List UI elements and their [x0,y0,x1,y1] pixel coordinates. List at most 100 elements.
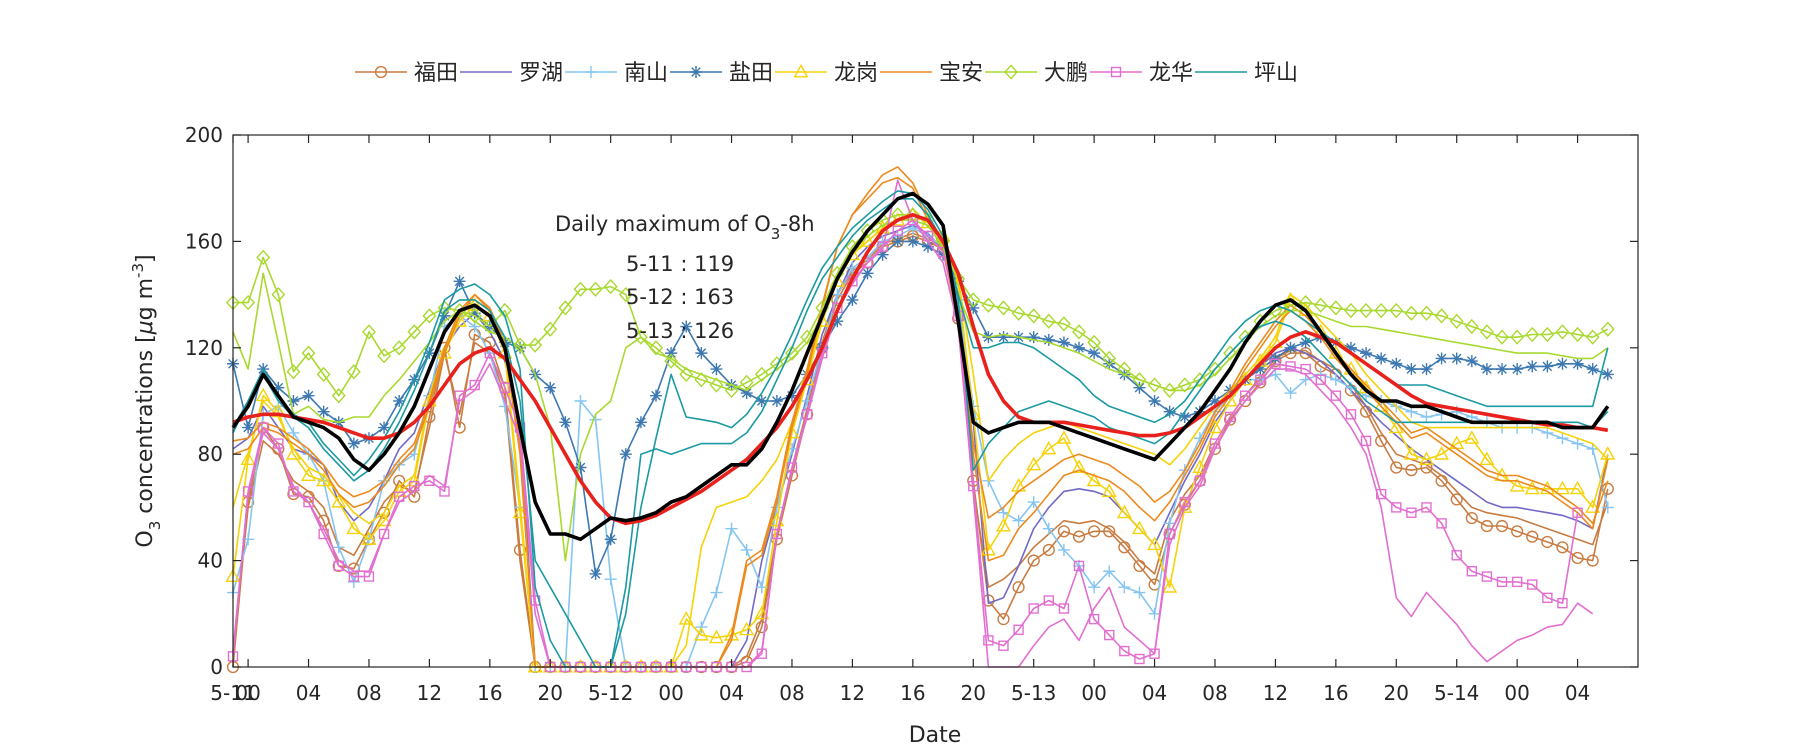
y-tick-label: 80 [198,442,223,466]
series-3-point [1284,387,1297,400]
x-tick-label: 12 [840,681,865,705]
series-8-point [1300,363,1311,375]
x-tick-label: 16 [1323,681,1348,705]
x-tick-label: 5-12 [588,681,633,705]
series-5-point [678,611,694,625]
series-8-point [1436,518,1447,529]
series-8-point [1375,488,1387,500]
series-8-point [1527,579,1538,590]
series-7-point [392,340,407,356]
series-4-point [1133,381,1146,394]
series-8-point [1179,496,1190,508]
series-4-point [1344,341,1357,354]
y-tick-label: 120 [185,336,223,360]
series-3-point [740,543,753,556]
series-4-point [1405,363,1418,376]
legend-label: 龙华 [1149,61,1193,86]
y-tick-label: 200 [185,123,223,147]
legend: 福田 罗湖 南山 盐田 龙岗 宝安 大鹏 龙华 坪山 [355,61,1298,86]
x-tick-label: 08 [779,681,804,705]
series-8-point [333,560,344,572]
series-8-point [877,241,888,252]
series-7-point [1585,329,1600,345]
series-8-point [968,480,979,492]
series-7-point [1087,334,1102,351]
series-7-point [1510,329,1525,345]
series-7-point [603,278,618,295]
annotation-line-5-12: 5-12 : 163 [626,285,734,309]
series-4-point [710,363,723,376]
series-7-point [422,308,437,324]
series-8-point [378,528,390,540]
series-1-point [997,613,1010,626]
series-8-point [1088,613,1100,625]
series-5-point [1403,446,1419,460]
series-8-point [1315,374,1326,385]
series-4-point [1254,363,1267,376]
series-7-point [754,366,769,383]
series-7-point [513,337,527,353]
series-1-point [377,506,391,519]
series-4-point [1571,357,1584,370]
series-7-point [437,300,452,316]
series-9-secondary-line [232,198,1609,668]
series-7-point [316,366,331,383]
series-8-point [1028,603,1039,614]
series-5-point [255,387,271,402]
series-7-point [1102,350,1117,367]
x-tick-label: 20 [1384,681,1409,705]
series-4-point [1556,357,1569,370]
series-5-point [1464,430,1480,444]
x-axis-label: Date [909,723,962,748]
series-3-point [604,573,617,586]
series-7-point [1419,305,1434,321]
series-7-point [256,249,271,266]
series-7-point [785,345,799,361]
series-8-point [363,571,375,582]
series-8-point [998,640,1009,651]
y-axis-ticks: 0 40 80 120 160 200 [185,123,1638,679]
series-8-point [771,528,783,540]
series-8-point [1406,507,1417,518]
series-4-point [393,395,406,407]
series-7-point [966,292,981,308]
series-4-point [302,389,315,402]
series-7-point [1162,382,1177,399]
series-8-point [1421,502,1432,513]
series-11-line [231,191,1610,542]
x-tick-label: 08 [1202,681,1227,705]
series-4-point [1480,363,1493,376]
series-4-point [1042,333,1055,346]
x-tick-label: 00 [1081,681,1106,705]
series-8-point [439,486,450,497]
series-1-point [1390,461,1403,474]
series-7-point [1011,305,1026,321]
series-7-point [1449,313,1464,329]
series-3-point [1027,496,1040,509]
legend-item: 大鹏 [985,61,1088,86]
series-4-point [1057,336,1070,349]
series-8-point [1285,361,1296,372]
series-3-point [997,506,1010,519]
legend-item: 宝安 [880,61,983,86]
series-7-point [1026,308,1041,324]
series-4-point [861,267,874,280]
series-1-point [1556,541,1569,554]
series-1-point [1088,525,1101,538]
series-4-point [347,437,360,450]
series-7-point [724,382,739,399]
series-7-point [1479,324,1494,340]
series-4-point [650,389,663,402]
series-1-point [1571,551,1584,565]
series-8-point [1104,629,1115,641]
series-4-point [665,347,678,360]
series-4-point [1027,331,1040,344]
series-5-point [1585,499,1601,513]
series-8-point [393,491,405,502]
series-4-point [1465,355,1478,368]
series-8-point [273,438,284,449]
series-1-point [1526,530,1539,543]
legend-label: 宝安 [939,61,983,86]
series-7-point [377,348,392,364]
series-7-point [739,374,754,391]
